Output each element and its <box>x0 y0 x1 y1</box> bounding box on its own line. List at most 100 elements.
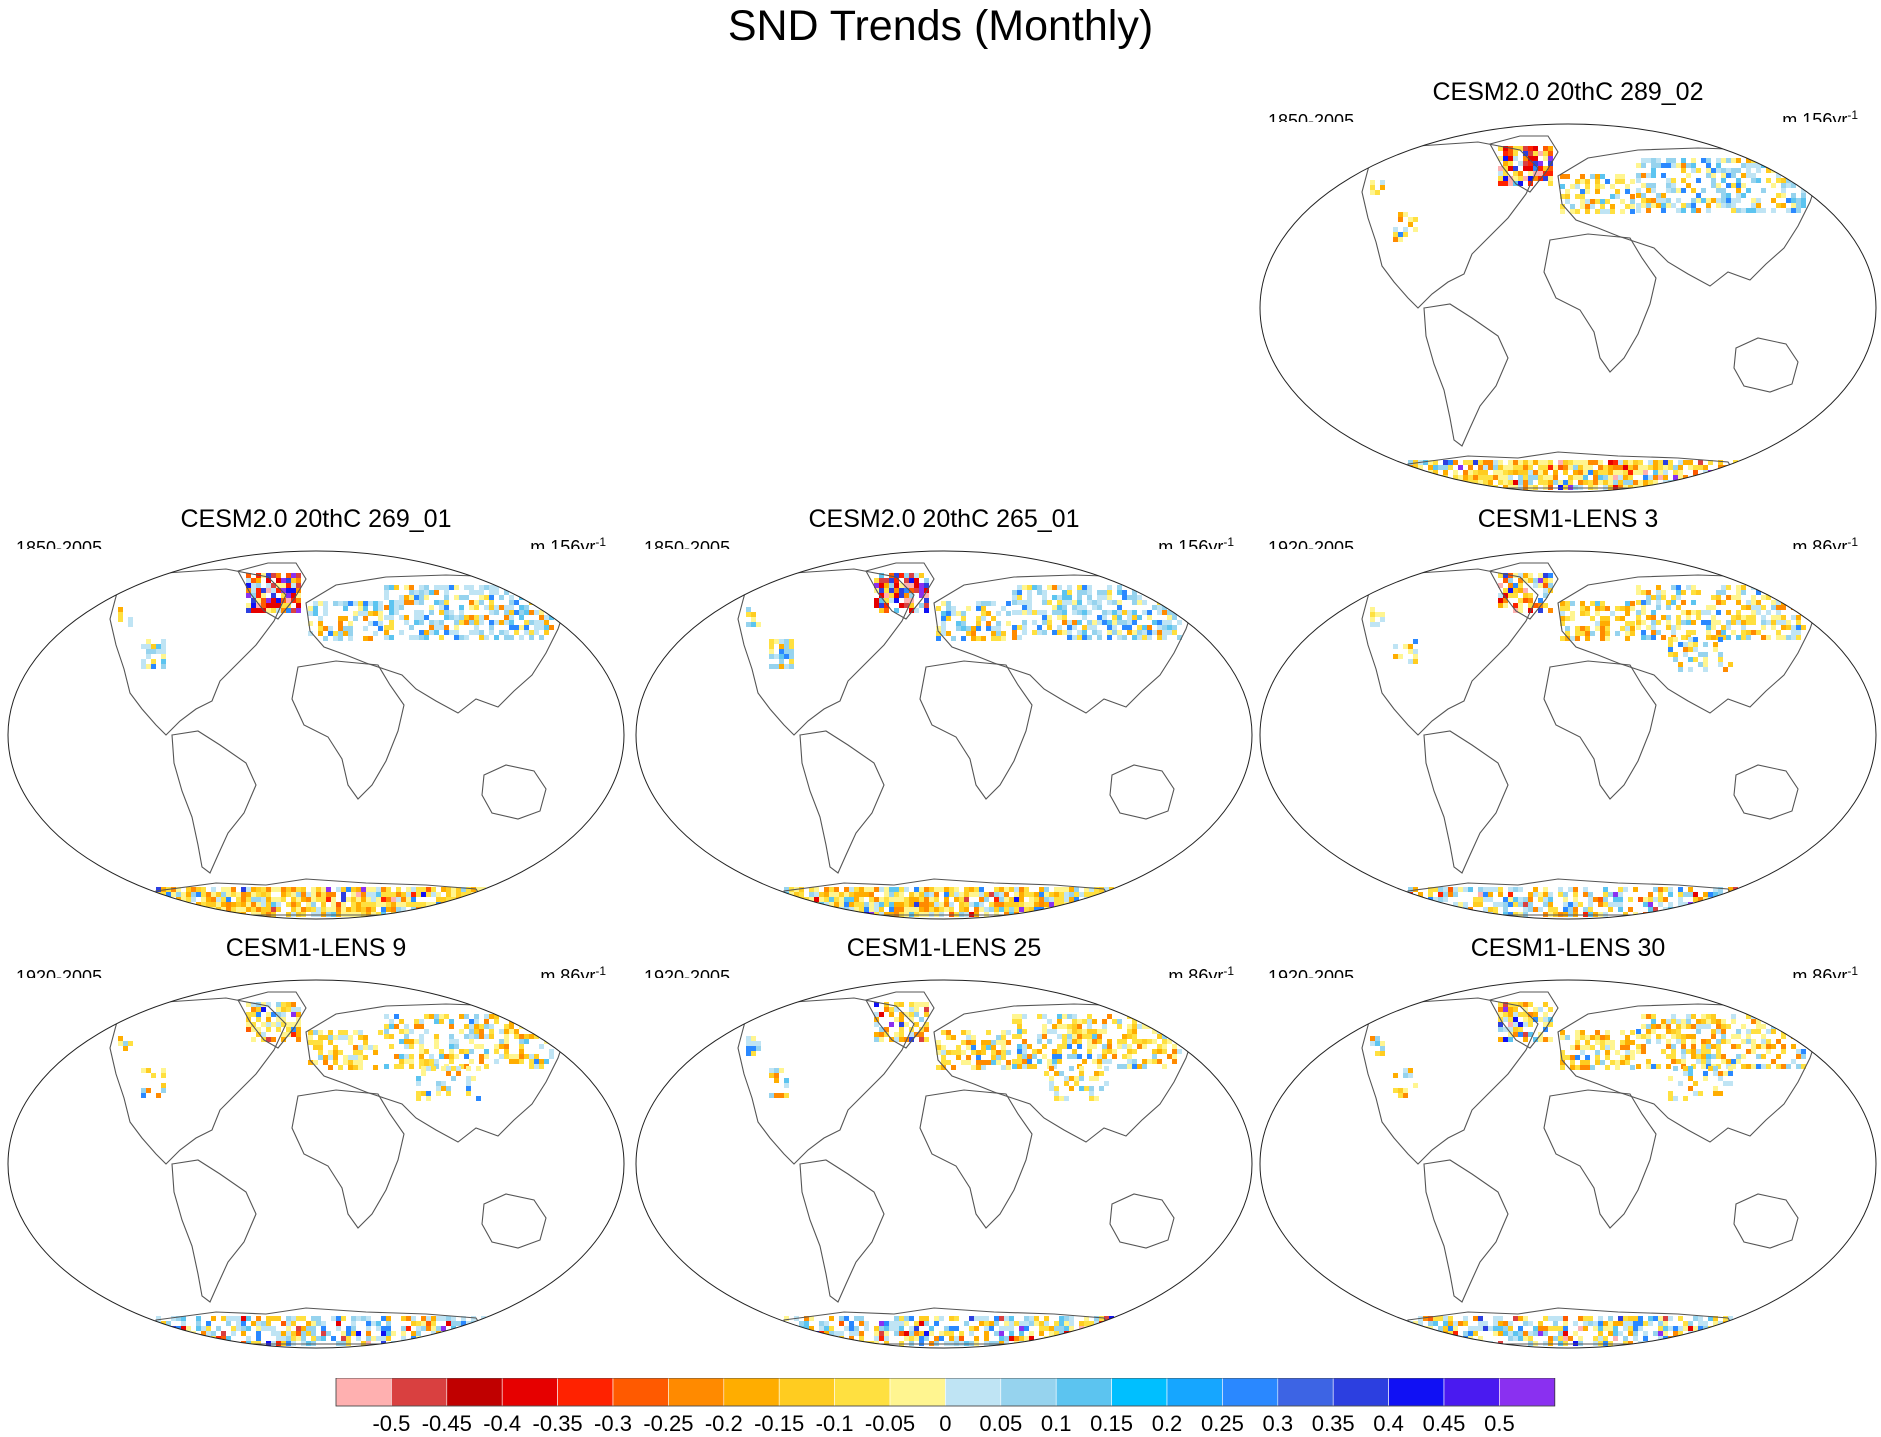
trend-cell <box>1605 179 1610 184</box>
colorbar-swatch <box>612 1378 669 1407</box>
trend-cell <box>971 1045 976 1050</box>
trend-cell <box>1004 1326 1009 1331</box>
trend-cell <box>879 598 884 603</box>
trend-cell <box>549 615 554 620</box>
trend-cell <box>394 585 399 590</box>
trend-cell <box>1693 642 1698 647</box>
trend-cell <box>276 1027 281 1032</box>
trend-cell <box>1418 465 1423 470</box>
trend-cell <box>1498 176 1503 181</box>
trend-cell <box>1503 588 1508 593</box>
colorbar-tick-label: 0 <box>939 1411 951 1436</box>
trend-cell <box>201 887 206 892</box>
trend-cell <box>1703 1076 1708 1081</box>
trend-cell <box>1588 902 1593 907</box>
trend-cell <box>894 1331 899 1336</box>
trend-cell <box>1731 1059 1736 1064</box>
trend-cell <box>819 892 824 897</box>
trend-cell <box>469 1049 474 1054</box>
trend-cell <box>1167 615 1172 620</box>
trend-cell <box>1503 181 1508 186</box>
trend-cell <box>969 1331 974 1336</box>
trend-cell <box>1693 1316 1698 1321</box>
trend-cell <box>1618 1331 1623 1336</box>
trend-cell <box>241 1321 246 1326</box>
trend-cell <box>1037 1039 1042 1044</box>
trend-cell <box>909 902 914 907</box>
trend-cell <box>321 897 326 902</box>
trend-cell <box>444 585 449 590</box>
trend-cell <box>449 1054 454 1059</box>
trend-cell <box>1508 460 1513 465</box>
trend-cell <box>371 892 376 897</box>
trend-cell <box>1796 625 1801 630</box>
trend-cell <box>1673 1066 1678 1071</box>
trend-cell <box>1478 470 1483 475</box>
trend-cell <box>1741 208 1746 213</box>
trend-cell <box>991 1050 996 1055</box>
trend-cell <box>499 620 504 625</box>
trend-cell <box>399 615 404 620</box>
trend-cell <box>1067 620 1072 625</box>
trend-cell <box>381 1336 386 1341</box>
trend-cell <box>1663 460 1668 465</box>
trend-cell <box>246 593 251 598</box>
trend-cell <box>1578 470 1583 475</box>
trend-cell <box>1636 208 1641 213</box>
trend-cell <box>1681 168 1686 173</box>
trend-cell <box>1786 1064 1791 1069</box>
trend-cell <box>1711 168 1716 173</box>
trend-cell <box>411 902 416 907</box>
trend-cell <box>1077 1019 1082 1024</box>
trend-cell <box>504 1049 509 1054</box>
trend-cell <box>981 1045 986 1050</box>
trend-cell <box>256 598 261 603</box>
trend-cell <box>261 603 266 608</box>
trend-cell <box>1548 475 1553 480</box>
trend-cell <box>1017 600 1022 605</box>
trend-cell <box>1583 465 1588 470</box>
trend-cell <box>1641 635 1646 640</box>
trend-cell <box>361 897 366 902</box>
trend-cell <box>889 1022 894 1027</box>
trend-cell <box>774 1093 779 1098</box>
trend-cell <box>924 1007 929 1012</box>
trend-cell <box>1641 605 1646 610</box>
trend-cell <box>1082 1034 1087 1039</box>
trend-cell <box>1751 178 1756 183</box>
trend-cell <box>1706 1024 1711 1029</box>
trend-cell <box>1681 1044 1686 1049</box>
trend-cell <box>474 1024 479 1029</box>
trend-cell <box>909 1037 914 1042</box>
trend-cell <box>1054 1091 1059 1096</box>
page-title: SND Trends (Monthly) <box>727 2 1154 50</box>
trend-cell <box>1528 475 1533 480</box>
trend-cell <box>266 1321 271 1326</box>
trend-cell <box>1042 1029 1047 1034</box>
trend-cell <box>1157 620 1162 625</box>
coastline-south-america <box>1423 1159 1509 1303</box>
trend-cell <box>539 625 544 630</box>
trend-cell <box>1513 1022 1518 1027</box>
trend-cell <box>1022 1049 1027 1054</box>
trend-cell <box>1062 620 1067 625</box>
panel-title: CESM2.0 20thC 269_01 <box>180 505 452 533</box>
trend-cell <box>839 1321 844 1326</box>
trend-cell <box>1756 605 1761 610</box>
trend-cell <box>1523 480 1528 485</box>
trend-cell <box>899 1032 904 1037</box>
trend-cell <box>1741 1064 1746 1069</box>
trend-cell <box>1059 887 1064 892</box>
trend-cell <box>1646 203 1651 208</box>
trend-cell <box>809 1326 814 1331</box>
trend-cell <box>1513 573 1518 578</box>
trend-cell <box>1590 204 1595 209</box>
trend-cell <box>859 897 864 902</box>
trend-cell <box>1580 1035 1585 1040</box>
trend-cell <box>1701 610 1706 615</box>
trend-cell <box>356 892 361 897</box>
trend-cell <box>1152 605 1157 610</box>
trend-cell <box>276 1002 281 1007</box>
trend-cell <box>1580 1050 1585 1055</box>
trend-cell <box>1686 630 1691 635</box>
